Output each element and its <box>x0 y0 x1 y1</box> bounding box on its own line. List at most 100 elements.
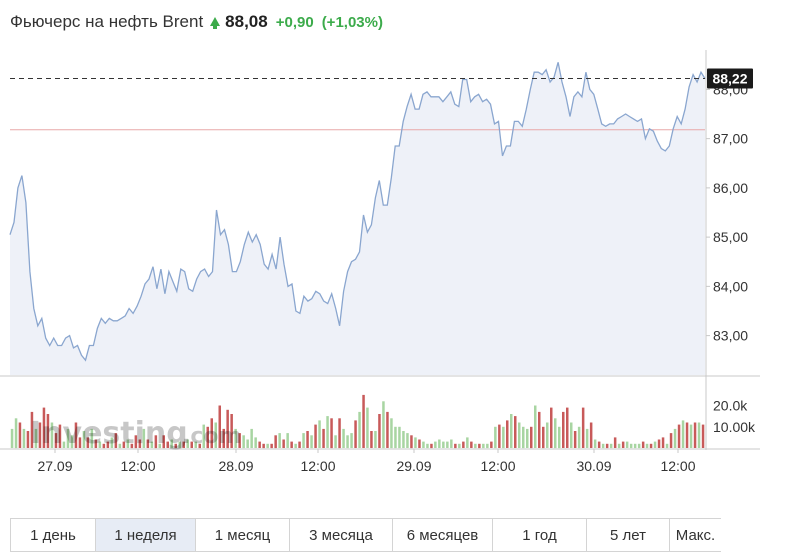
volume-bar <box>214 422 217 448</box>
volume-bar <box>546 422 549 448</box>
volume-bar <box>314 424 317 448</box>
tab-period-1[interactable]: 1 день <box>11 519 96 551</box>
volume-bar <box>146 439 150 448</box>
volume-bar <box>390 418 393 449</box>
y-tick-label: 85,00 <box>713 229 748 245</box>
price-line <box>9 62 706 362</box>
volume-bar <box>450 439 453 448</box>
volume-bar <box>138 439 142 448</box>
volume-bar <box>430 443 433 449</box>
instrument-title: Фьючерс на нефть Brent <box>10 12 204 31</box>
volume-bar <box>30 411 34 448</box>
x-tick-label: 12:00 <box>480 458 515 474</box>
volume-bar <box>506 420 509 448</box>
tab-period-6[interactable]: 1 год <box>493 519 587 551</box>
volume-bar <box>673 428 677 448</box>
volume-bar <box>234 428 237 448</box>
volume-bar <box>74 422 78 448</box>
y-tick-label: 87,00 <box>713 131 748 147</box>
price-change-percent: (+1,03%) <box>321 13 383 31</box>
period-tabs: 1 день 1 неделя 1 месяц 3 месяца 6 месяцев 1 … <box>10 518 721 552</box>
volume-bar <box>306 431 309 448</box>
volume-bar <box>701 424 705 448</box>
volume-bar <box>230 414 233 448</box>
volume-bar <box>422 441 425 448</box>
volume-bar <box>38 422 42 448</box>
volume-bar <box>494 426 497 449</box>
volume-bar <box>446 441 449 448</box>
x-tick-label: 27.09 <box>37 458 72 474</box>
volume-bar <box>342 428 345 448</box>
volume-bar <box>106 441 110 448</box>
tab-period-3[interactable]: 1 месяц <box>196 519 290 551</box>
volume-bar <box>226 409 229 449</box>
volume-bar <box>310 435 313 449</box>
volume-bar <box>242 435 245 449</box>
volume-bar <box>270 443 273 449</box>
volume-bar <box>438 439 441 448</box>
volume-bar <box>286 433 289 448</box>
volume-bar <box>554 418 557 449</box>
volume-bar <box>406 433 409 448</box>
volume-bar <box>426 443 429 449</box>
x-tick-label: 12:00 <box>660 458 695 474</box>
tab-period-4[interactable]: 3 месяца <box>290 519 393 551</box>
y-tick-label: 86,00 <box>713 180 748 196</box>
volume-bar <box>649 443 653 449</box>
last-price-badge <box>707 68 753 89</box>
volume-bar <box>685 422 689 448</box>
volume-bar <box>294 443 297 449</box>
volume-bar <box>54 433 58 448</box>
volume-bar <box>362 394 365 448</box>
tab-period-7[interactable]: 5 лет <box>587 519 670 551</box>
volume-bar <box>490 441 493 448</box>
investing-watermark: Investing <box>30 416 188 451</box>
volume-bar <box>202 424 205 448</box>
volume-bar <box>198 443 201 449</box>
volume-bar <box>182 441 185 448</box>
volume-bar <box>258 441 261 448</box>
volume-bar <box>22 428 26 448</box>
volume-bar <box>322 428 325 448</box>
volume-bar <box>118 443 122 449</box>
volume-bar <box>410 435 413 449</box>
volume-tick-label: 10.00k <box>713 419 756 435</box>
volume-bar <box>601 443 605 449</box>
volume-bar <box>278 433 281 448</box>
volume-bar <box>282 439 285 448</box>
volume-bar <box>170 439 173 448</box>
volume-bar <box>154 435 158 449</box>
volume-bar <box>86 437 90 448</box>
volume-bar <box>222 428 225 448</box>
volume-bar <box>58 424 62 448</box>
volume-bar <box>478 443 481 449</box>
tab-period-5[interactable]: 6 месяцев <box>393 519 493 551</box>
volume-bar <box>593 439 597 448</box>
volume-bar <box>526 428 529 448</box>
price-chart[interactable]: 83,0084,0085,0086,0087,0088,0020.0k10.00… <box>0 50 796 480</box>
volume-bar <box>162 435 165 449</box>
volume-bar <box>186 439 189 448</box>
tab-period-8[interactable]: Макс. <box>670 519 721 551</box>
volume-bar <box>454 443 457 449</box>
tab-period-2[interactable]: 1 неделя <box>96 519 196 551</box>
volume-bar <box>414 437 417 448</box>
volume-bar <box>518 422 521 448</box>
volume-bar <box>573 431 577 448</box>
volume-bar <box>238 433 241 448</box>
last-price: 88,08 <box>225 12 268 31</box>
volume-bar <box>130 443 134 449</box>
last-price-badge-label: 88,22 <box>712 71 747 87</box>
volume-bar <box>530 426 533 449</box>
volume-bar <box>262 443 265 449</box>
volume-bar <box>378 414 381 448</box>
volume-bar <box>266 443 269 449</box>
volume-bar <box>442 441 445 448</box>
volume-bar <box>669 433 673 448</box>
volume-bar <box>522 426 525 449</box>
volume-bar <box>558 426 561 449</box>
volume-bar <box>625 441 629 448</box>
volume-bar <box>338 418 341 449</box>
volume-bar <box>194 441 197 448</box>
volume-bar <box>570 422 573 448</box>
